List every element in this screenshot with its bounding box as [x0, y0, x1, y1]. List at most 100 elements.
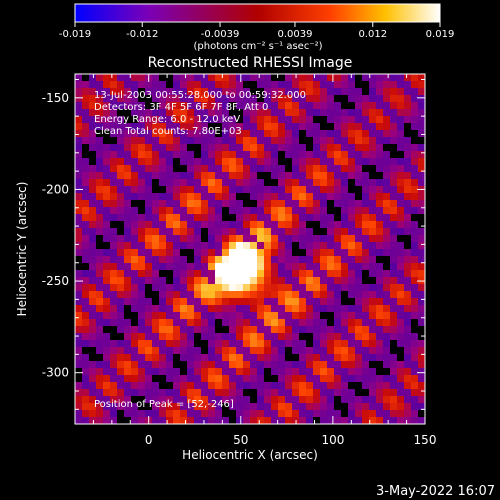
heatmap-cell: [229, 298, 237, 306]
heatmap-cell: [320, 81, 328, 89]
heatmap-cell: [313, 305, 321, 313]
heatmap-cell: [341, 207, 349, 215]
heatmap-cell: [257, 270, 265, 278]
colorbar-gradient: [74, 3, 441, 23]
heatmap-cell: [222, 417, 230, 424]
heatmap-cell: [166, 221, 174, 229]
heatmap-cell: [103, 200, 111, 208]
heatmap-cell: [89, 207, 97, 215]
heatmap-cell: [327, 74, 335, 82]
heatmap-cell: [152, 256, 160, 264]
heatmap-cell: [397, 172, 405, 180]
heatmap-cell: [334, 256, 342, 264]
heatmap-cell: [327, 200, 335, 208]
heatmap-cell: [229, 410, 237, 418]
heatmap-cell: [362, 319, 370, 327]
heatmap-cell: [250, 368, 258, 376]
heatmap-cell: [159, 298, 167, 306]
heatmap-cell: [404, 186, 412, 194]
heatmap-cell: [257, 214, 265, 222]
heatmap-cell: [159, 158, 167, 166]
heatmap-cell: [145, 172, 153, 180]
heatmap-cell: [257, 382, 265, 390]
heatmap-cell: [320, 389, 328, 397]
heatmap-cell: [103, 186, 111, 194]
heatmap-cell: [222, 214, 230, 222]
heatmap-cell: [299, 263, 307, 271]
heatmap-cell: [173, 403, 181, 411]
heatmap-cell: [348, 291, 356, 299]
heatmap-cell: [334, 382, 342, 390]
heatmap-cell: [82, 319, 90, 327]
heatmap-cell: [243, 263, 251, 271]
heatmap-cell: [117, 305, 125, 313]
heatmap-cell: [166, 347, 174, 355]
heatmap-cell: [117, 158, 125, 166]
heatmap-cell: [285, 417, 293, 424]
heatmap-cell: [208, 333, 216, 341]
heatmap-cell: [390, 193, 398, 201]
heatmap-cell: [348, 368, 356, 376]
heatmap-cell: [355, 95, 363, 103]
y-tick-label: -250: [42, 274, 69, 288]
heatmap-cell: [124, 144, 132, 152]
heatmap-cell: [320, 221, 328, 229]
heatmap-cell: [362, 179, 370, 187]
heatmap-cell: [201, 165, 209, 173]
heatmap-cell: [348, 102, 356, 110]
heatmap-cell: [362, 291, 370, 299]
heatmap-cell: [131, 347, 139, 355]
heatmap-cell: [208, 109, 216, 117]
heatmap-cell: [236, 116, 244, 124]
heatmap-cell: [180, 403, 188, 411]
heatmap-cell: [341, 109, 349, 117]
heatmap-cell: [257, 221, 265, 229]
heatmap-cell: [222, 284, 230, 292]
heatmap-cell: [383, 102, 391, 110]
heatmap-cell: [397, 74, 405, 82]
heatmap-cell: [397, 263, 405, 271]
heatmap-cell: [89, 403, 97, 411]
heatmap-cell: [278, 382, 286, 390]
heatmap-cell: [250, 361, 258, 369]
heatmap-cell: [257, 410, 265, 418]
heatmap-cell: [306, 95, 314, 103]
heatmap-cell: [124, 291, 132, 299]
heatmap-cell: [250, 347, 258, 355]
heatmap-cell: [383, 291, 391, 299]
heatmap-cell: [131, 179, 139, 187]
heatmap-cell: [278, 137, 286, 145]
heatmap-cell: [264, 109, 272, 117]
heatmap-cell: [404, 249, 412, 257]
heatmap-cell: [180, 88, 188, 96]
heatmap-cell: [348, 396, 356, 404]
heatmap-cell: [138, 81, 146, 89]
heatmap-cell: [376, 382, 384, 390]
heatmap-cell: [250, 88, 258, 96]
heatmap-cell: [243, 172, 251, 180]
heatmap-cell: [299, 200, 307, 208]
heatmap-cell: [201, 144, 209, 152]
heatmap-cell: [334, 333, 342, 341]
heatmap-cell: [264, 179, 272, 187]
heatmap-cell: [208, 242, 216, 250]
heatmap-cell: [103, 417, 111, 424]
heatmap-cell: [215, 375, 223, 383]
heatmap-cell: [278, 375, 286, 383]
heatmap-cell: [390, 368, 398, 376]
heatmap-cell: [348, 284, 356, 292]
heatmap-cell: [229, 277, 237, 285]
heatmap-cell: [376, 403, 384, 411]
heatmap-cell: [103, 354, 111, 362]
heatmap-cell: [89, 235, 97, 243]
heatmap-cell: [131, 235, 139, 243]
heatmap-cell: [75, 263, 83, 271]
heatmap-cell: [173, 235, 181, 243]
heatmap-cell: [383, 263, 391, 271]
heatmap-cell: [131, 375, 139, 383]
heatmap-cell: [397, 193, 405, 201]
heatmap-cell: [285, 326, 293, 334]
heatmap-cell: [152, 312, 160, 320]
heatmap-cell: [145, 354, 153, 362]
heatmap-cell: [75, 298, 83, 306]
